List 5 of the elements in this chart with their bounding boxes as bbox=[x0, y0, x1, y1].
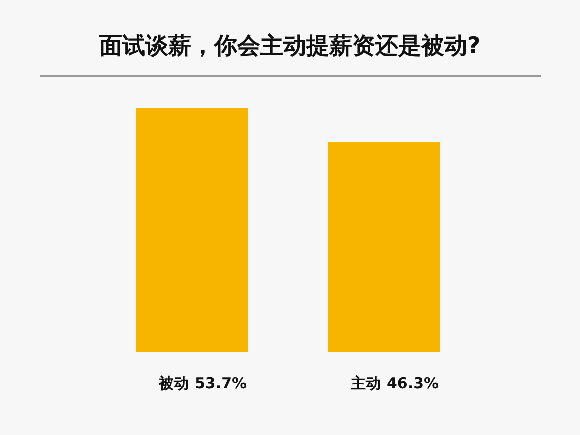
data-label: 53.7% bbox=[195, 374, 248, 392]
x-tick-label: 主动 bbox=[350, 374, 381, 392]
x-tick-label: 被动 bbox=[158, 374, 189, 392]
chart-title: 面试谈薪，你会主动提薪资还是被动? bbox=[98, 32, 481, 60]
data-label: 46.3% bbox=[387, 374, 440, 392]
